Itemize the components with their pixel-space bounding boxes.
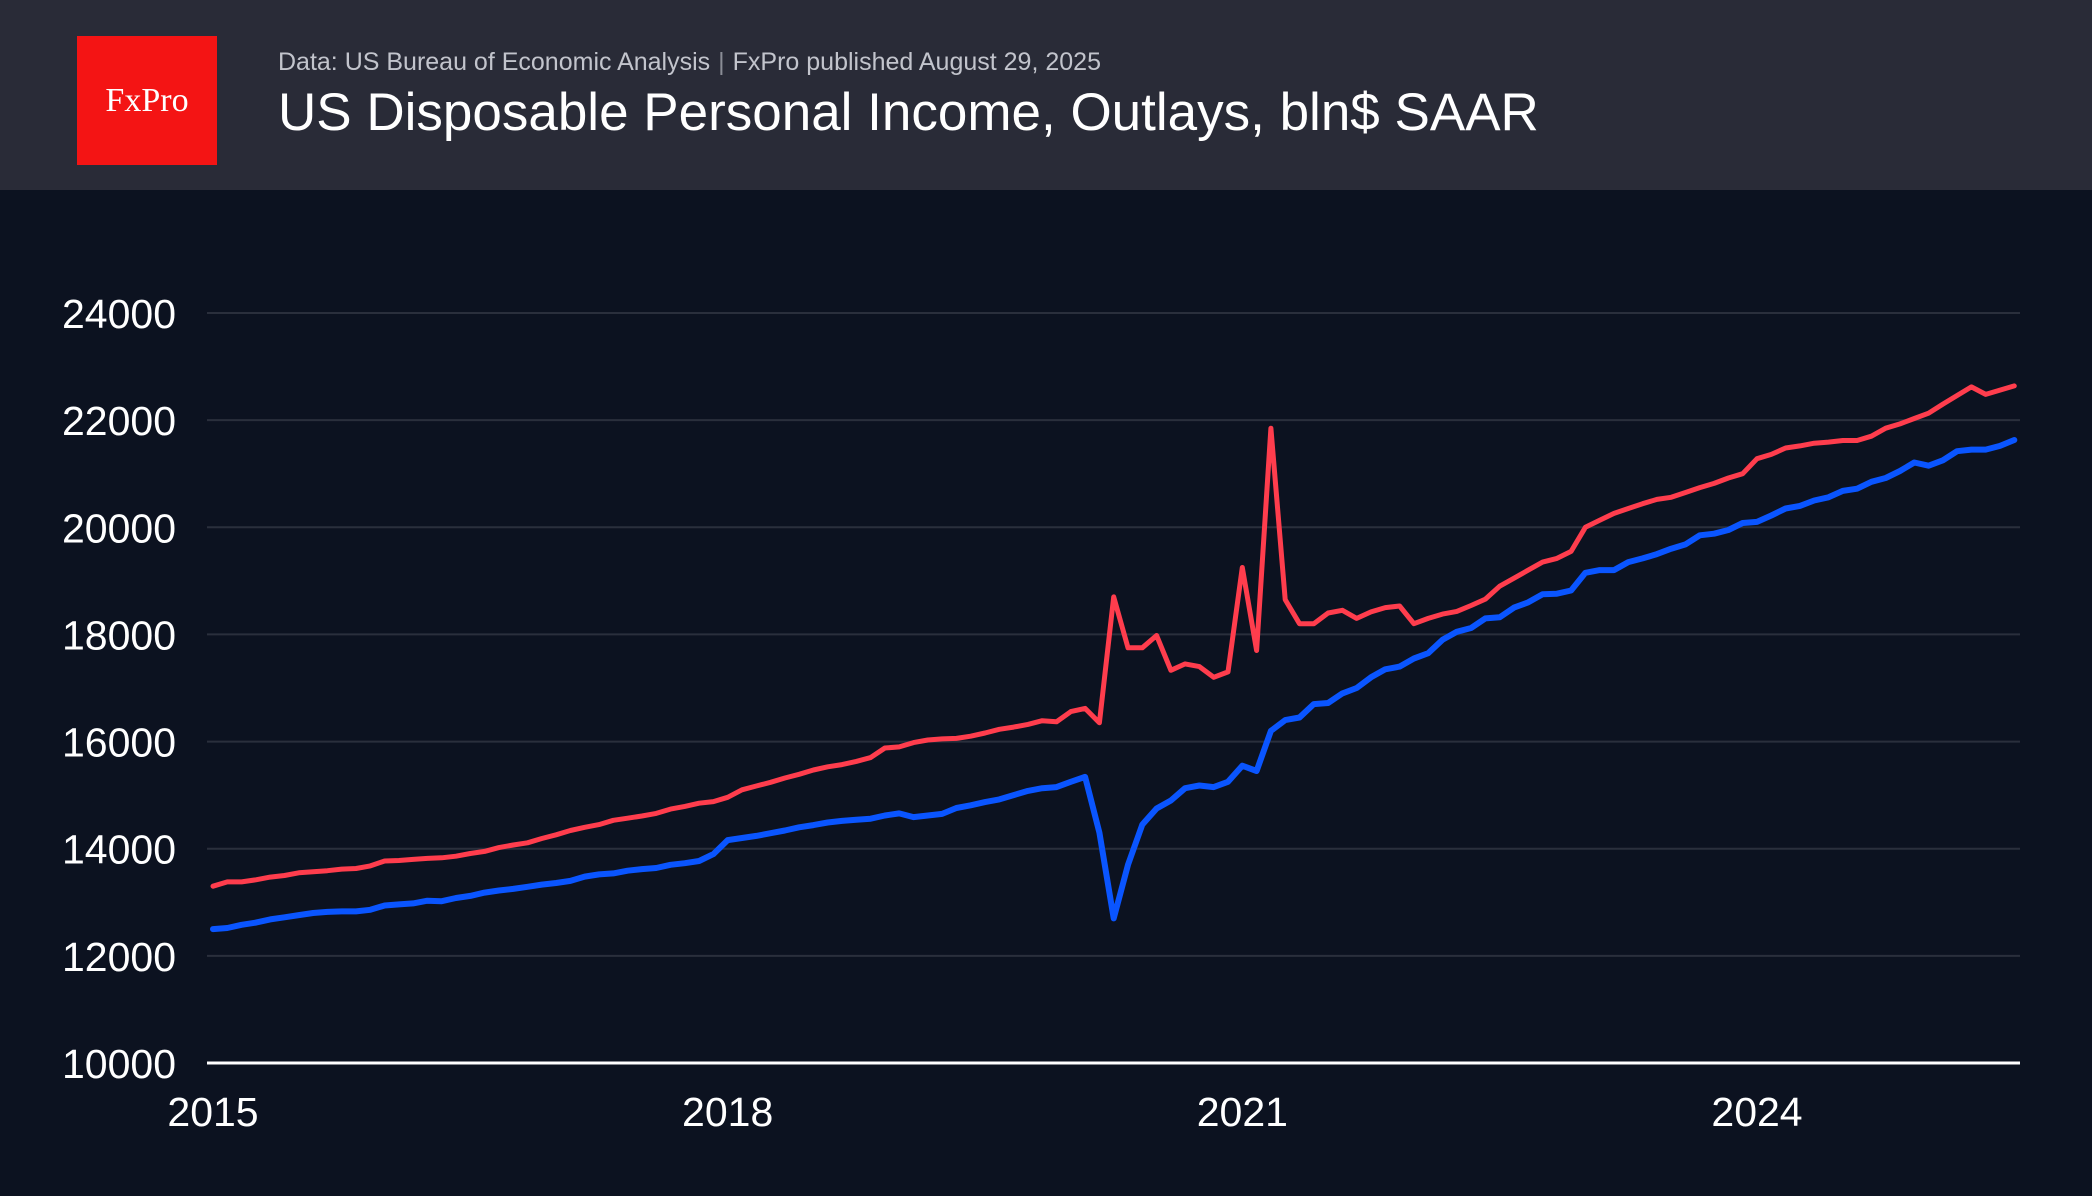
separator: | (718, 48, 725, 76)
published-date: FxPro published August 29, 2025 (732, 48, 1101, 76)
data-source: Data: US Bureau of Economic Analysis (278, 48, 711, 76)
series-line-blue (210, 437, 2018, 933)
y-tick-label: 14000 (62, 827, 176, 873)
chart-header: FxPro Data: US Bureau of Economic Analys… (0, 0, 2092, 190)
series-line-red (210, 383, 2017, 889)
chart-subtitle: Data: US Bureau of Economic Analysis | FxP… (278, 48, 1101, 77)
y-tick-label: 22000 (62, 398, 176, 444)
x-tick-label: 2024 (1711, 1089, 1802, 1135)
x-tick-label: 2021 (1197, 1089, 1288, 1135)
fxpro-logo: FxPro (77, 36, 217, 165)
y-tick-label: 18000 (62, 612, 176, 658)
y-tick-label: 12000 (62, 934, 176, 980)
x-tick-label: 2018 (682, 1089, 773, 1135)
y-tick-label: 16000 (62, 720, 176, 766)
y-tick-label: 20000 (62, 505, 176, 551)
logo-text: FxPro (105, 81, 189, 119)
y-tick-label: 10000 (62, 1041, 176, 1087)
chart-title: US Disposable Personal Income, Outlays, … (278, 83, 1539, 142)
y-tick-label: 24000 (62, 291, 176, 337)
x-tick-label: 2015 (167, 1089, 258, 1135)
